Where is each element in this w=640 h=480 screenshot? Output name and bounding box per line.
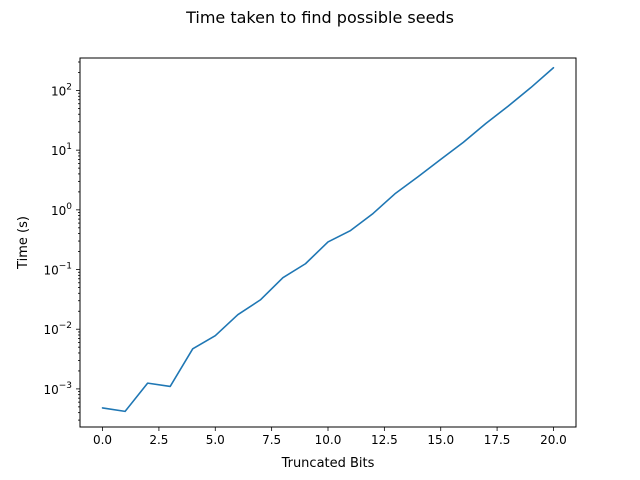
- y-tick-label: 10−1: [43, 262, 72, 278]
- x-tick-label: 10.0: [315, 433, 342, 447]
- x-tick-label: 20.0: [540, 433, 567, 447]
- x-tick-label: 17.5: [484, 433, 511, 447]
- plot-area: 0.0 2.5 5.0 7.5 10.0 12.5 15.0 17.5 20.0 10−310−…: [43, 57, 577, 447]
- y-tick-label: 10−2: [43, 321, 72, 337]
- chart-title: Time taken to find possible seeds: [185, 8, 454, 27]
- x-tick-label: 2.5: [149, 433, 168, 447]
- series-group: [101, 66, 555, 413]
- y-tick-label: 102: [51, 82, 72, 98]
- x-tick-label: 0.0: [93, 433, 112, 447]
- x-axis: 0.0 2.5 5.0 7.5 10.0 12.5 15.0 17.5 20.0: [93, 427, 567, 447]
- x-tick-label: 7.5: [262, 433, 281, 447]
- y-tick-label: 101: [51, 142, 72, 158]
- x-axis-label: Truncated Bits: [281, 456, 375, 471]
- y-axis: 10−3 10−2 10−1 100 101 102: [43, 61, 80, 421]
- series-line-time: [101, 66, 555, 413]
- y-tick-label: 10−3: [43, 381, 72, 397]
- y-axis-label: Time (s): [16, 216, 31, 270]
- x-tick-label: 12.5: [371, 433, 398, 447]
- y-tick-label: 100: [51, 202, 72, 218]
- x-tick-label: 15.0: [427, 433, 454, 447]
- x-tick-label: 5.0: [206, 433, 225, 447]
